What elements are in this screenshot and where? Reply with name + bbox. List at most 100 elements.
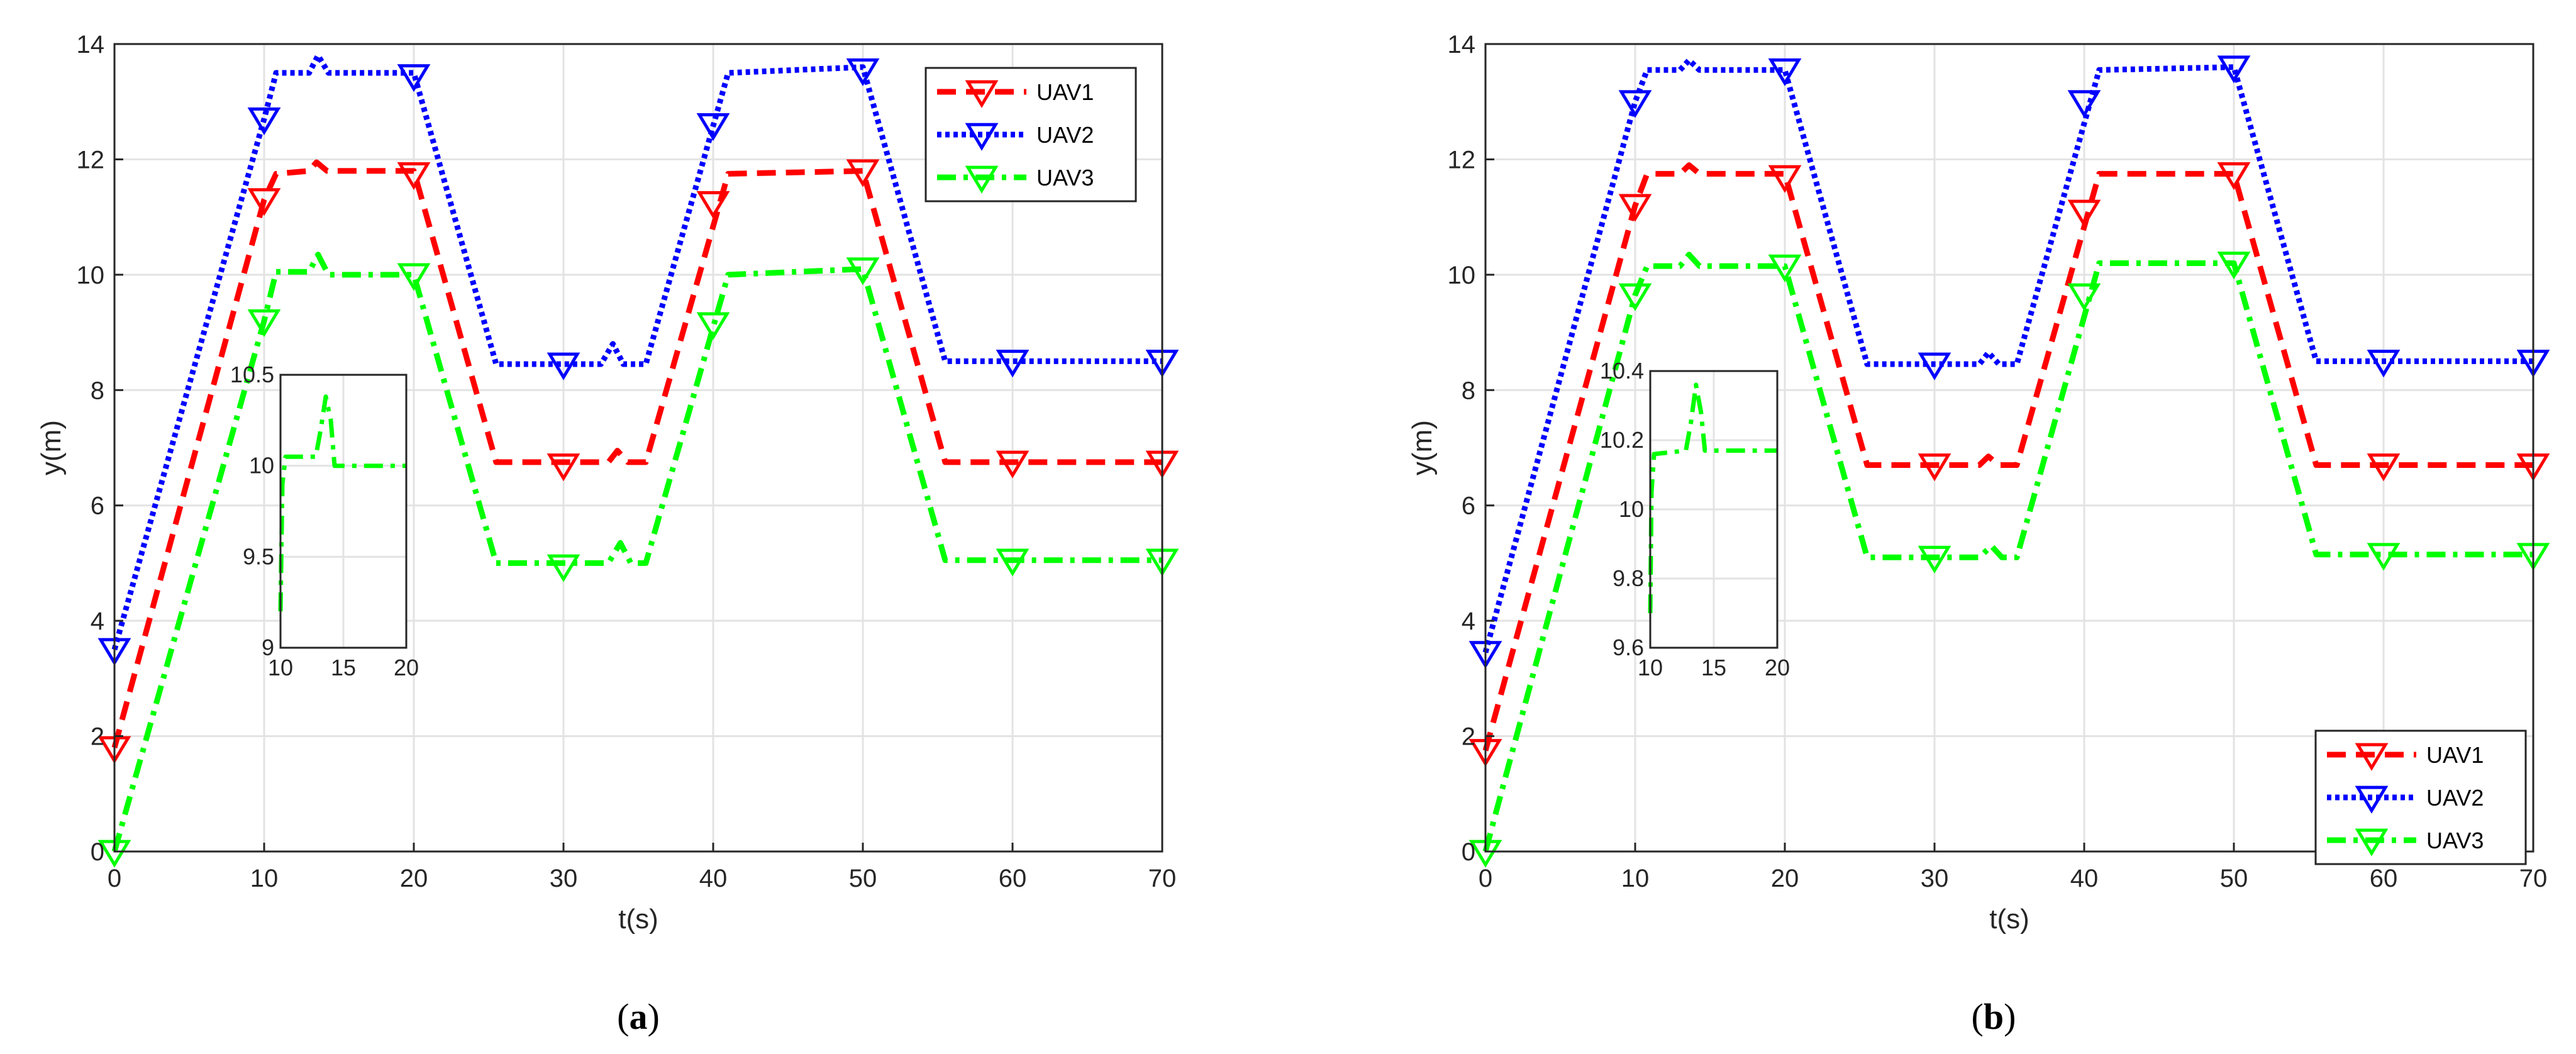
data-point-marker-uav1 <box>247 188 281 216</box>
data-point-marker-uav3 <box>696 312 730 340</box>
inset-zoom: 10 15 20 9 9.5 10 10.5 <box>230 362 419 680</box>
y-tick-label: 6 <box>91 492 104 520</box>
legend-label: UAV2 <box>1036 122 1094 148</box>
data-point-marker-uav1 <box>397 162 431 191</box>
series-line-uav2 <box>111 52 1162 651</box>
legend-label: UAV1 <box>1036 79 1094 105</box>
legend-entry-uav2: UAV2 <box>937 122 1094 151</box>
x-tick-label: 10 <box>1621 865 1650 892</box>
data-point-marker-uav3 <box>1918 545 1951 574</box>
data-point-marker-uav3 <box>2217 252 2251 280</box>
data-point-marker-uav1 <box>1768 165 1802 193</box>
y-tick-label: 6 <box>1462 492 1475 520</box>
x-tick-label: 70 <box>1148 865 1177 892</box>
legend-marker <box>965 80 999 108</box>
inset-y-tick-label: 10.5 <box>230 362 274 387</box>
data-point-marker-uav1 <box>2067 199 2101 228</box>
data-point-marker-uav2 <box>2367 350 2401 378</box>
y-tick-label: 12 <box>77 146 105 174</box>
x-tick-label: 30 <box>550 865 578 892</box>
y-tick-label: 0 <box>1462 838 1475 866</box>
inset-x-tick-label: 15 <box>1701 655 1726 680</box>
y-tick-label: 14 <box>1448 31 1476 58</box>
legend-marker <box>2355 828 2389 857</box>
data-point-marker-uav3 <box>247 309 281 337</box>
caption-open-paren: ( <box>1972 996 1984 1037</box>
panel-caption: (b) <box>1972 996 2016 1037</box>
data-point-marker-uav3 <box>846 257 880 286</box>
data-point-marker-uav2 <box>996 350 1030 378</box>
x-tick-label: 0 <box>1479 865 1492 892</box>
legend-label: UAV2 <box>2426 785 2484 811</box>
inset-y-tick-label: 10.4 <box>1600 358 1644 384</box>
y-tick-label: 8 <box>1462 377 1475 404</box>
x-axis-label: t(s) <box>1989 904 2029 935</box>
data-point-marker-uav2 <box>1918 352 1951 380</box>
inset-y-tick-label: 9 <box>262 635 274 660</box>
legend-box <box>924 67 1137 202</box>
panel-caption: (a) <box>617 996 660 1037</box>
x-axis-label: t(s) <box>618 904 658 935</box>
y-tick-label: 10 <box>77 262 105 289</box>
x-tick-label: 10 <box>250 865 279 892</box>
legend: UAV1 UAV2 UAV3 <box>2314 729 2527 865</box>
caption-close-paren: ) <box>2004 996 2016 1037</box>
series-line-uav3 <box>1482 252 2533 853</box>
data-point-marker-uav1 <box>547 453 580 482</box>
x-tick-label: 40 <box>2070 865 2099 892</box>
y-tick-label: 2 <box>91 723 104 751</box>
inset-y-tick-label: 9.5 <box>243 543 274 569</box>
inset-x-tick-label: 15 <box>331 655 356 680</box>
caption-open-paren: ( <box>617 996 629 1037</box>
data-point-marker-uav1 <box>1918 453 1951 482</box>
inset-y-tick-label: 9.6 <box>1613 635 1644 660</box>
axes-box <box>1484 43 2534 853</box>
data-point-marker-uav1 <box>2367 453 2401 482</box>
data-point-marker-uav1 <box>1618 194 1652 222</box>
series-group <box>1468 55 2550 868</box>
data-point-marker-uav3 <box>2067 283 2101 311</box>
data-point-marker-uav2 <box>397 64 431 92</box>
inset-axes-box <box>1649 370 1779 649</box>
legend-label: UAV3 <box>1036 165 1094 191</box>
data-point-marker-uav3 <box>1618 283 1652 311</box>
x-tick-label: 60 <box>999 865 1027 892</box>
data-point-marker-uav2 <box>547 352 580 380</box>
inset-series-line <box>1648 382 1777 614</box>
x-tick-label: 20 <box>400 865 428 892</box>
inset-axes-box <box>279 374 408 649</box>
legend-label: UAV3 <box>2426 828 2484 853</box>
data-point-marker-uav1 <box>2217 162 2251 191</box>
series-line-uav1 <box>1482 162 2533 752</box>
inset-x-tick-label: 10 <box>1638 655 1663 680</box>
data-point-marker-uav2 <box>846 58 880 87</box>
series-group <box>97 52 1179 868</box>
data-point-marker-uav2 <box>1618 90 1652 118</box>
series-line-uav2 <box>1482 57 2533 653</box>
legend-marker <box>965 165 999 194</box>
y-tick-label: 4 <box>91 607 104 635</box>
data-point-marker-uav2 <box>247 107 281 135</box>
x-tick-label: 60 <box>2370 865 2398 892</box>
data-point-marker-uav2 <box>1768 58 1802 87</box>
y-tick-label: 0 <box>91 838 104 866</box>
legend-marker <box>2355 785 2389 814</box>
legend-entry-uav1: UAV1 <box>2327 742 2484 771</box>
legend-entry-uav2: UAV2 <box>2327 785 2484 814</box>
inset-x-tick-label: 20 <box>394 655 419 680</box>
legend-entry-uav3: UAV3 <box>937 165 1094 194</box>
inset-y-tick-label: 10 <box>1619 496 1644 522</box>
y-tick-label: 10 <box>1448 262 1476 289</box>
x-tick-label: 40 <box>699 865 728 892</box>
legend: UAV1 UAV2 UAV3 <box>924 67 1137 202</box>
data-point-marker-uav1 <box>996 450 1030 479</box>
y-axis-label: y(m) <box>36 420 67 475</box>
y-tick-label: 12 <box>1448 146 1476 174</box>
x-tick-label: 30 <box>1921 865 1949 892</box>
data-point-marker-uav1 <box>846 159 880 187</box>
caption-letter: b <box>1984 996 2004 1037</box>
y-tick-label: 8 <box>91 377 104 404</box>
data-point-marker-uav3 <box>1768 254 1802 282</box>
caption-letter: a <box>630 996 648 1037</box>
